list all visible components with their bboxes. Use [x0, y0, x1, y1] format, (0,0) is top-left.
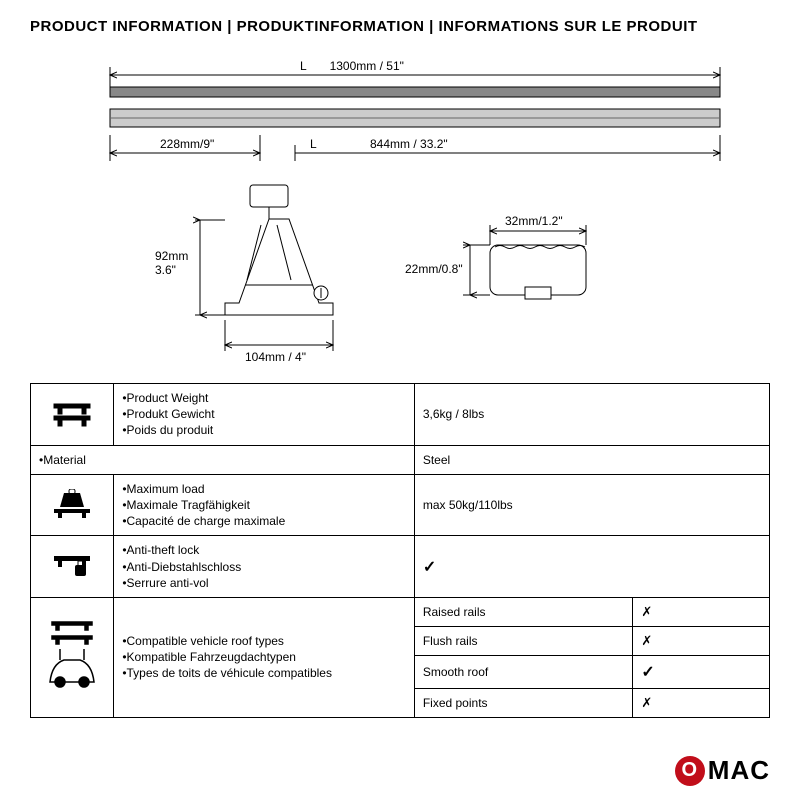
- maxload-value: max 50kg/110lbs: [414, 474, 769, 536]
- logo-text: MAC: [708, 755, 770, 786]
- roof-mark-1: ✗: [633, 626, 770, 655]
- row-roof-0: Compatible vehicle roof types Kompatible…: [31, 597, 770, 626]
- dim-profile-h: 22mm/0.8": [405, 262, 463, 276]
- lock-icon: [31, 536, 114, 598]
- weight-value: 3,6kg / 8lbs: [414, 384, 769, 446]
- lock-value: ✓: [414, 536, 769, 598]
- dim-height-a: 92mm: [155, 249, 188, 263]
- roof-labels: Compatible vehicle roof types Kompatible…: [114, 597, 415, 717]
- roof-mark-3: ✗: [633, 688, 770, 717]
- roof-type-2: Smooth roof: [414, 655, 633, 688]
- maxload-labels: Maximum load Maximale Tragfähigkeit Capa…: [114, 474, 415, 536]
- dim-offset: 228mm/9": [160, 137, 214, 151]
- car-icon: [31, 597, 114, 717]
- weight-labels: Product Weight Produkt Gewicht Poids du …: [114, 384, 415, 446]
- roof-type-1: Flush rails: [414, 626, 633, 655]
- dim-profile-w: 32mm/1.2": [505, 214, 563, 228]
- dim-under-L: L: [310, 137, 317, 151]
- row-material: Material Steel: [31, 445, 770, 474]
- lock-labels: Anti-theft lock Anti-Diebstahlschloss Se…: [114, 536, 415, 598]
- svg-text:L: L: [310, 137, 317, 151]
- load-icon: [31, 474, 114, 536]
- dim-L-value: 1300mm / 51": [330, 59, 404, 73]
- dim-height-b: 3.6": [155, 263, 176, 277]
- technical-diagram: L 1300mm / 51" 228mm/9" L 844mm / 33.2": [0, 45, 800, 375]
- material-value: Steel: [414, 445, 769, 474]
- dim-under-val: 844mm / 33.2": [370, 137, 448, 151]
- dim-base: 104mm / 4": [245, 350, 306, 364]
- svg-text:L 1300mm / 51": L 1300mm / 51": [300, 59, 404, 73]
- roof-type-3: Fixed points: [414, 688, 633, 717]
- roof-mark-0: ✗: [633, 597, 770, 626]
- weight-icon: [31, 384, 114, 446]
- brand-logo: OMAC: [675, 755, 770, 786]
- page-title: PRODUCT INFORMATION | PRODUKTINFORMATION…: [0, 0, 800, 45]
- row-maxload: Maximum load Maximale Tragfähigkeit Capa…: [31, 474, 770, 536]
- roof-type-0: Raised rails: [414, 597, 633, 626]
- logo-dot-icon: O: [675, 756, 705, 786]
- row-lock: Anti-theft lock Anti-Diebstahlschloss Se…: [31, 536, 770, 598]
- roof-mark-2: ✓: [633, 655, 770, 688]
- dim-L-letter: L: [300, 59, 307, 73]
- spec-table: Product Weight Produkt Gewicht Poids du …: [30, 383, 770, 718]
- material-label: Material: [31, 445, 415, 474]
- row-weight: Product Weight Produkt Gewicht Poids du …: [31, 384, 770, 446]
